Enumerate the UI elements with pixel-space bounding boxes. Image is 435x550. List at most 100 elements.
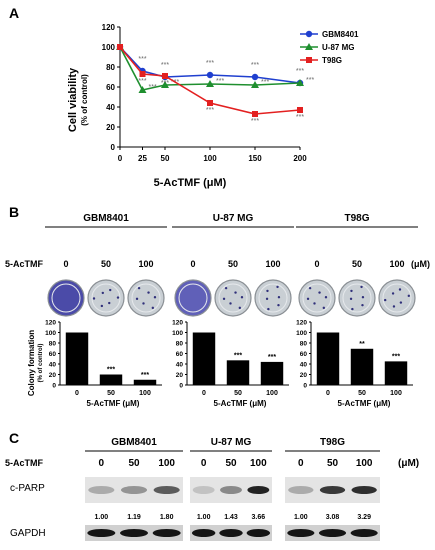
group-title: GBM8401 (83, 213, 129, 224)
fold-change-value: 1.19 (127, 514, 141, 521)
dose-label: 50 (352, 259, 362, 269)
data-point (162, 73, 168, 79)
colony-dot (361, 303, 364, 307)
colony-dot (153, 296, 157, 299)
colony-dot (222, 297, 226, 301)
gapdh-band (318, 529, 347, 537)
bar (99, 374, 123, 385)
gapdh-band (120, 529, 148, 537)
significance-label: *** (161, 80, 169, 87)
gapdh-band (152, 529, 181, 537)
colony-dot (306, 297, 310, 301)
colony-y-title: Colony formation (27, 330, 36, 396)
fold-change-value: 3.66 (252, 514, 266, 521)
cparp-band (351, 486, 377, 494)
colony-dot (101, 291, 105, 295)
gapdh-band (87, 529, 116, 537)
bar-y-tick-label: 0 (52, 383, 56, 390)
bar-category-label: 0 (202, 390, 206, 397)
x-tick-label: 0 (118, 154, 123, 163)
x-tick-label: 100 (203, 154, 217, 163)
bar-y-tick-label: 80 (49, 341, 57, 348)
x-tick-label: 200 (293, 154, 307, 163)
colony-dot (361, 296, 365, 299)
colony-plate (214, 279, 252, 317)
bar-category-label: 0 (75, 390, 79, 397)
legend: GBM8401 U-87 MG T98G (300, 30, 359, 65)
band-label-gapdh: GAPDH (10, 528, 46, 539)
bar-y-tick-label: 40 (176, 362, 184, 369)
colony-dot (383, 298, 387, 302)
colony-dot (135, 297, 139, 301)
bar-category-label: 100 (390, 390, 402, 397)
dose-label: 0 (314, 259, 319, 269)
colony-dot (349, 297, 353, 301)
data-point (306, 57, 312, 63)
colony-plate (47, 279, 85, 317)
colony-dot (229, 302, 232, 305)
colony-dot (224, 286, 228, 290)
gapdh-band (219, 529, 243, 537)
colony-plate (378, 279, 416, 317)
plate-rim (91, 283, 121, 313)
bar-category-label: 50 (107, 390, 115, 397)
unit-label: (μM) (411, 259, 430, 269)
data-point (297, 107, 303, 113)
fold-change-value: 1.00 (95, 514, 109, 521)
fold-change-value: 3.08 (326, 514, 340, 521)
bar-significance: ** (359, 341, 365, 348)
blot-dose-label: 50 (128, 458, 140, 469)
x-tick-label: 25 (138, 154, 147, 163)
legend-label: GBM8401 (322, 30, 359, 39)
colony-dot (322, 306, 326, 310)
blot-group-gbm8401: GBM8401 0 1.00 50 1.19 100 1.80 (85, 437, 183, 541)
data-point (139, 71, 146, 77)
bar (350, 348, 374, 385)
bar-y-tick-label: 120 (45, 320, 56, 327)
cparp-band (153, 486, 180, 494)
bar-category-label: 100 (266, 390, 278, 397)
colony-dot (137, 286, 141, 290)
legend-item: GBM8401 (300, 30, 359, 39)
plate-rim (382, 283, 412, 313)
y-tick-label: 80 (106, 63, 115, 72)
bar-y-tick-label: 0 (303, 383, 307, 390)
colony-plate (127, 279, 165, 317)
dose-label: 100 (138, 259, 153, 269)
series-line (119, 46, 301, 115)
plate-rim (218, 283, 248, 313)
colony-dot (108, 301, 111, 305)
bar-significance: *** (107, 367, 115, 374)
colony-dot (147, 291, 150, 294)
plate-rim (51, 283, 81, 313)
panel-label-a: A (9, 5, 19, 21)
fold-change-value: 1.80 (160, 514, 174, 521)
data-point (161, 81, 169, 88)
colony-dot (92, 297, 96, 300)
bar (65, 332, 89, 385)
colony-dot (142, 302, 145, 305)
significance-label: *** (138, 56, 146, 63)
x-tick-label: 50 (161, 154, 170, 163)
significance-label: *** (206, 107, 214, 114)
bar-significance: *** (268, 354, 276, 361)
bar (260, 361, 284, 385)
colony-dot (308, 286, 312, 290)
colony-plate (338, 279, 376, 317)
colony-dot (399, 301, 403, 304)
significance-label: *** (296, 68, 304, 75)
fold-change-value: 1.43 (224, 514, 238, 521)
panel-label-c: C (9, 430, 19, 446)
bar-y-tick-label: 40 (49, 362, 57, 369)
plate-rim (342, 283, 372, 313)
data-point (138, 86, 147, 93)
colony-dot (318, 291, 321, 294)
series-line (119, 46, 301, 91)
colony-dot (313, 302, 316, 305)
fold-change-value: 1.00 (294, 514, 308, 521)
bar-significance: *** (141, 372, 149, 379)
bar-x-title: 5-AcTMF (μM) (214, 399, 267, 408)
data-point (305, 30, 313, 38)
y-tick-label: 20 (106, 123, 115, 132)
series-u-87-mg: ****** *** *** *** (116, 43, 314, 93)
